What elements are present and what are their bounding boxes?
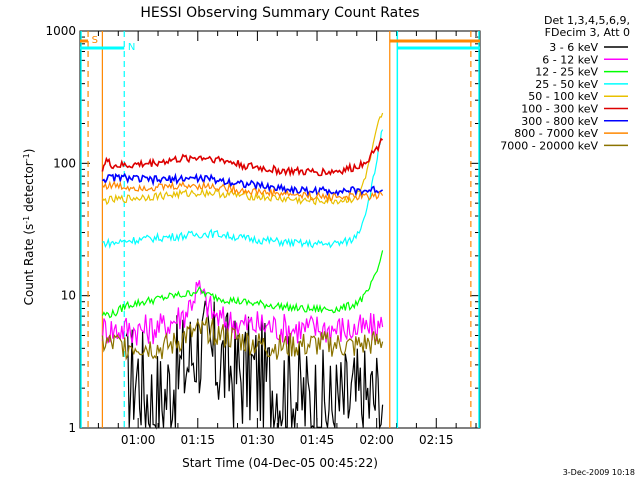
observing-markers: SN: [80, 31, 480, 428]
series-line-6to12keV: [101, 280, 384, 346]
legend-label: 50 - 100 keV: [528, 90, 598, 103]
legend-label: 100 - 300 keV: [521, 103, 598, 116]
plot-frame: [79, 30, 481, 429]
axes: 1 10 100 1000 01:00 01:15 01:30 01:45 02:00 02:15…: [45, 24, 481, 447]
legend-header-line-1: Det 1,3,4,5,6,9,: [544, 14, 630, 27]
legend-label: 7000 - 20000 keV: [500, 139, 598, 152]
series-line-12to25keV: [101, 250, 384, 319]
y-axis-label: Count Rate (s-1 detector-1): [22, 149, 37, 306]
series-line-7000to20000keV: [101, 317, 384, 361]
legend-header-line-2: FDecim 3, Att 0: [545, 26, 630, 39]
x-axis-label: Start Time (04-Dec-05 00:45:22): [182, 456, 378, 470]
series-line-50to100keV: [101, 112, 384, 206]
y-tick-label: 100: [53, 156, 76, 170]
x-tick-label: 01:15: [180, 433, 215, 447]
legend-label: 12 - 25 keV: [535, 66, 598, 79]
y-tick-label: 1: [68, 421, 76, 435]
series-line-100to300keV: [101, 137, 384, 178]
legend-label: 25 - 50 keV: [535, 78, 598, 91]
x-tick-label: 01:45: [300, 433, 335, 447]
series-line-300to800keV: [101, 172, 384, 198]
series-line-800to7000keV: [101, 180, 384, 203]
legend-label: 3 - 6 keV: [549, 41, 598, 54]
legend-label: 800 - 7000 keV: [514, 127, 598, 140]
footer-timestamp: 3-Dec-2009 10:18: [563, 468, 635, 477]
x-tick-label: 02:00: [359, 433, 394, 447]
x-tick-label: 01:30: [240, 433, 275, 447]
saa-marker-label: S: [92, 35, 98, 46]
y-tick-label: 1000: [45, 24, 76, 38]
series-line-25to50keV: [102, 129, 384, 250]
night-marker-label: N: [128, 42, 135, 53]
x-tick-label: 02:15: [419, 433, 454, 447]
legend-label: 300 - 800 keV: [521, 115, 598, 128]
x-tick-label: 01:00: [121, 433, 156, 447]
y-tick-label: 10: [61, 289, 76, 303]
series-line-3to6keV: [125, 300, 384, 430]
legend-label: 6 - 12 keV: [542, 53, 598, 66]
legend-header: Det 1,3,4,5,6,9, FDecim 3, Att 0: [544, 14, 630, 39]
series-layer: [101, 112, 384, 430]
chart-title: HESSI Observing Summary Count Rates: [140, 5, 419, 21]
